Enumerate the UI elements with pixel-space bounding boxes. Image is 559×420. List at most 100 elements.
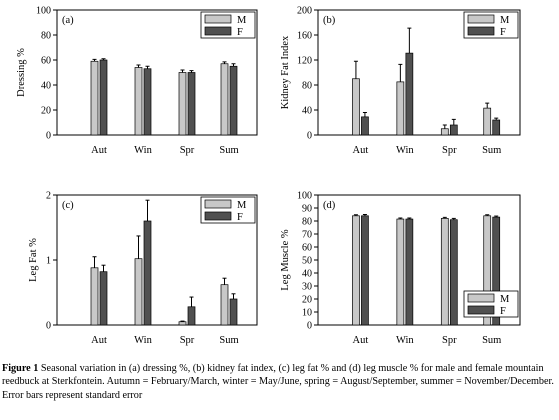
legend-label: F xyxy=(237,212,243,223)
bar-m-spr xyxy=(440,128,449,136)
y-tick-label: 50 xyxy=(302,256,312,267)
y-tick-label: 40 xyxy=(41,81,51,92)
bar-f-spr xyxy=(187,72,196,136)
bar-f-spr xyxy=(187,306,196,326)
x-tick-label: Win xyxy=(134,335,152,346)
legend-label: M xyxy=(500,294,510,305)
x-tick-label: Sum xyxy=(219,145,238,156)
legend-label: F xyxy=(500,306,506,317)
x-tick-label: Sum xyxy=(482,145,501,156)
bar-m-sum xyxy=(220,63,229,136)
y-tick-label: 0 xyxy=(46,131,51,142)
x-tick-label: Aut xyxy=(91,145,107,156)
legend-swatch xyxy=(467,293,495,303)
bar-m-aut xyxy=(352,78,360,136)
x-tick-label: Spr xyxy=(180,145,195,156)
bar-m-spr xyxy=(440,218,449,326)
legend-swatch xyxy=(467,26,495,36)
legend-label: M xyxy=(237,200,247,211)
legend: MF xyxy=(463,290,519,318)
bar-f-sum xyxy=(229,298,238,326)
x-tick-label: Spr xyxy=(180,335,195,346)
y-axis-label: Leg Muscle % xyxy=(280,229,291,290)
y-tick-label: 60 xyxy=(41,56,51,67)
legend-swatch xyxy=(467,14,495,24)
bar-m-win xyxy=(134,67,143,136)
y-tick-label: 90 xyxy=(302,204,312,215)
y-tick-label: 40 xyxy=(302,269,312,280)
y-tick-label: 1 xyxy=(46,256,51,267)
legend-swatch xyxy=(204,26,232,36)
x-tick-label: Spr xyxy=(442,335,457,346)
bar-f-sum xyxy=(229,65,238,136)
y-tick-label: 160 xyxy=(297,31,312,42)
bar-m-sum xyxy=(220,284,229,326)
y-axis-label: Dressing % xyxy=(16,48,27,97)
y-tick-label: 100 xyxy=(297,191,312,202)
panel-label: (b) xyxy=(323,15,336,26)
bar-f-spr xyxy=(449,219,458,326)
plot-frame xyxy=(56,9,258,136)
y-tick-label: 200 xyxy=(297,6,312,17)
bar-m-spr xyxy=(178,72,187,136)
bar-f-aut xyxy=(361,116,369,136)
bar-m-aut xyxy=(90,267,99,326)
x-tick-label: Win xyxy=(396,145,414,156)
chart-panel-3: 0 1 2 Leg Fat % (c) Aut Win Spr Sum MF xyxy=(28,191,258,346)
y-tick-label: 20 xyxy=(41,106,51,117)
bar-f-sum xyxy=(492,119,501,136)
y-tick-label: 30 xyxy=(302,282,312,293)
y-tick-label: 80 xyxy=(41,31,51,42)
y-tick-label: 0 xyxy=(307,131,312,142)
chart-panel-4: 0 10 20 30 40 50 60 70 80 90 100 Leg Muscle % (d) Aut… xyxy=(280,191,521,346)
y-tick-label: 80 xyxy=(302,217,312,228)
legend: MF xyxy=(200,196,256,224)
panel-label: (d) xyxy=(323,200,336,211)
bar-m-win xyxy=(396,218,405,326)
y-tick-label: 10 xyxy=(302,308,312,319)
bar-f-win xyxy=(405,52,414,136)
legend-label: M xyxy=(237,15,247,26)
bar-m-spr xyxy=(178,321,187,326)
bar-m-win xyxy=(134,258,143,326)
y-tick-label: 70 xyxy=(302,230,312,241)
bar-f-win xyxy=(143,220,152,326)
x-tick-label: Aut xyxy=(353,145,369,156)
bar-m-win xyxy=(396,81,405,136)
bar-f-aut xyxy=(99,271,108,326)
legend: MF xyxy=(200,11,256,39)
legend-swatch xyxy=(467,305,495,315)
legend-swatch xyxy=(204,199,232,209)
legend: MF xyxy=(463,11,519,39)
legend-label: F xyxy=(237,27,243,38)
plot-frame xyxy=(317,9,521,136)
y-tick-label: 120 xyxy=(297,56,312,67)
figure-caption: Figure 1 Seasonal variation in (a) dress… xyxy=(2,362,558,402)
bar-f-spr xyxy=(449,124,458,136)
panel-label: (a) xyxy=(62,15,74,26)
y-tick-label: 40 xyxy=(302,106,312,117)
y-tick-label: 0 xyxy=(307,321,312,332)
x-tick-label: Spr xyxy=(442,145,457,156)
y-tick-label: 2 xyxy=(46,191,51,202)
legend-label: M xyxy=(500,15,510,26)
bar-f-aut xyxy=(361,215,369,326)
x-tick-label: Win xyxy=(134,145,152,156)
legend-swatch xyxy=(204,14,232,24)
bar-f-win xyxy=(143,68,152,136)
y-tick-label: 0 xyxy=(46,321,51,332)
bar-f-aut xyxy=(99,59,108,136)
caption-label: Figure 1 xyxy=(2,363,39,374)
bar-m-sum xyxy=(483,107,492,136)
y-tick-label: 80 xyxy=(302,81,312,92)
y-tick-label: 100 xyxy=(36,6,51,17)
x-tick-label: Win xyxy=(396,335,414,346)
legend-label: F xyxy=(500,27,506,38)
y-tick-label: 20 xyxy=(302,295,312,306)
y-tick-label: 60 xyxy=(302,243,312,254)
y-axis-label: Leg Fat % xyxy=(28,238,39,282)
chart-panel-2: 0 40 80 120 160 200 Kidney Fat Index (b) Aut Win S… xyxy=(280,6,521,156)
chart-panel-1: 0 20 40 60 80 100 Dressing % (a) Aut Win Spr Sum MF xyxy=(16,6,258,156)
x-tick-label: Aut xyxy=(91,335,107,346)
caption-text: Seasonal variation in (a) dressing %, (b… xyxy=(2,363,554,401)
